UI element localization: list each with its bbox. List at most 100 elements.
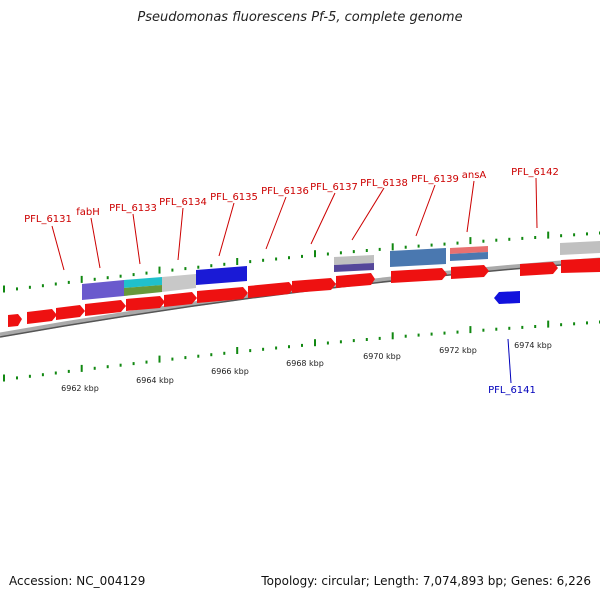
cds-arrow[interactable] xyxy=(451,265,489,279)
genome-summary-text: Topology: circular; Length: 7,074,893 bp… xyxy=(261,574,591,588)
minor-tick xyxy=(184,267,187,271)
major-tick xyxy=(391,332,394,340)
major-tick xyxy=(547,320,550,328)
feature-box[interactable] xyxy=(82,280,124,300)
cds-arrow[interactable] xyxy=(164,292,197,307)
minor-tick xyxy=(301,254,303,258)
cds-arrow[interactable] xyxy=(336,273,375,288)
minor-tick xyxy=(443,331,446,335)
major-tick xyxy=(3,285,5,293)
cds-arrow[interactable] xyxy=(27,309,57,324)
minor-tick xyxy=(586,321,588,325)
leader-line xyxy=(415,184,436,237)
feature-box[interactable] xyxy=(560,241,600,255)
minor-tick xyxy=(54,282,57,286)
minor-tick xyxy=(41,373,44,377)
leader-line xyxy=(351,187,385,241)
minor-tick xyxy=(352,339,355,343)
major-tick xyxy=(547,231,550,239)
minor-tick xyxy=(132,273,135,277)
scale-labels: 6962 kbp 6964 kbp 6966 kbp 6968 kbp 6970… xyxy=(61,341,552,393)
minor-tick xyxy=(262,347,265,351)
feature-box[interactable] xyxy=(450,246,488,254)
minor-tick xyxy=(106,365,109,369)
minor-tick xyxy=(495,238,498,242)
minor-tick xyxy=(67,280,70,284)
major-tick xyxy=(314,250,316,258)
scale-label: 6964 kbp xyxy=(136,376,174,385)
scale-label: 6974 kbp xyxy=(514,341,552,350)
feature-box[interactable] xyxy=(162,274,196,292)
minor-tick xyxy=(326,341,329,345)
leader-line xyxy=(132,213,141,265)
minor-tick xyxy=(378,247,381,251)
minor-tick xyxy=(16,376,18,380)
leader-line xyxy=(218,202,235,257)
minor-tick xyxy=(560,234,563,238)
cds-arrow[interactable] xyxy=(292,278,336,293)
cds-arrow[interactable] xyxy=(248,282,294,298)
minor-tick xyxy=(339,251,342,255)
feature-box[interactable] xyxy=(450,252,488,261)
gene-label-pfl-6136[interactable]: PFL_6136 xyxy=(261,186,309,197)
minor-tick xyxy=(521,236,524,240)
scale-label: 6962 kbp xyxy=(61,384,99,393)
leader-line xyxy=(466,180,475,233)
gene-label-pfl-6139[interactable]: PFL_6139 xyxy=(411,174,459,185)
minor-tick xyxy=(586,232,588,236)
gene-label-pfl-6142[interactable]: PFL_6142 xyxy=(511,167,559,178)
gene-label-pfl-6131[interactable]: PFL_6131 xyxy=(24,214,72,225)
feature-box[interactable] xyxy=(390,248,446,267)
feature-box[interactable] xyxy=(196,266,247,285)
feature-box[interactable] xyxy=(334,263,374,272)
cds-arrow[interactable] xyxy=(8,314,22,327)
major-tick xyxy=(314,339,316,347)
cds-arrow[interactable] xyxy=(520,262,558,276)
major-tick xyxy=(158,355,161,363)
gene-label-pfl-6138[interactable]: PFL_6138 xyxy=(360,178,408,189)
gene-label-pfl-6141[interactable]: PFL_6141 xyxy=(488,385,536,396)
scale-tick-track xyxy=(3,320,600,382)
minor-tick xyxy=(288,256,290,260)
minor-tick xyxy=(54,371,57,375)
reverse-cds-arrow[interactable] xyxy=(494,291,520,304)
minor-tick xyxy=(521,325,524,329)
gene-label-pfl-6134[interactable]: PFL_6134 xyxy=(159,197,207,208)
major-tick xyxy=(3,374,5,382)
minor-tick xyxy=(378,336,381,340)
minor-tick xyxy=(534,325,537,328)
minor-tick xyxy=(404,334,407,338)
minor-tick xyxy=(430,243,433,247)
map-title: Pseudomonas fluorescens Pf-5, complete g… xyxy=(137,10,463,25)
feature-box[interactable] xyxy=(334,255,374,265)
minor-tick xyxy=(41,284,44,288)
minor-tick xyxy=(28,374,31,378)
scale-label: 6968 kbp xyxy=(286,359,324,368)
major-tick xyxy=(236,347,239,354)
minor-tick xyxy=(197,265,200,269)
minor-tick xyxy=(573,322,576,326)
scale-label: 6966 kbp xyxy=(211,367,249,376)
cds-arrow[interactable] xyxy=(85,300,126,316)
cds-arrow[interactable] xyxy=(561,258,600,273)
major-tick xyxy=(80,275,83,283)
gene-label-pfl-6137[interactable]: PFL_6137 xyxy=(310,182,358,193)
leader-line xyxy=(535,177,538,229)
forward-gene-labels: PFL_6131 fabH PFL_6133 PFL_6134 PFL_6135… xyxy=(24,167,559,225)
gene-label-fabh[interactable]: fabH xyxy=(76,207,100,218)
cds-arrow[interactable] xyxy=(391,268,447,283)
cds-arrow[interactable] xyxy=(126,296,165,311)
minor-tick xyxy=(184,356,187,360)
feature-box[interactable] xyxy=(124,285,162,296)
cds-arrow[interactable] xyxy=(197,287,248,303)
minor-tick xyxy=(288,345,290,349)
minor-tick xyxy=(352,250,355,254)
gene-label-pfl-6133[interactable]: PFL_6133 xyxy=(109,203,157,214)
feature-box[interactable] xyxy=(124,277,162,288)
minor-tick xyxy=(417,333,420,337)
gene-label-ansa[interactable]: ansA xyxy=(462,170,487,181)
minor-tick xyxy=(573,233,576,237)
cds-arrow[interactable] xyxy=(56,305,85,320)
gene-label-pfl-6135[interactable]: PFL_6135 xyxy=(210,192,258,203)
